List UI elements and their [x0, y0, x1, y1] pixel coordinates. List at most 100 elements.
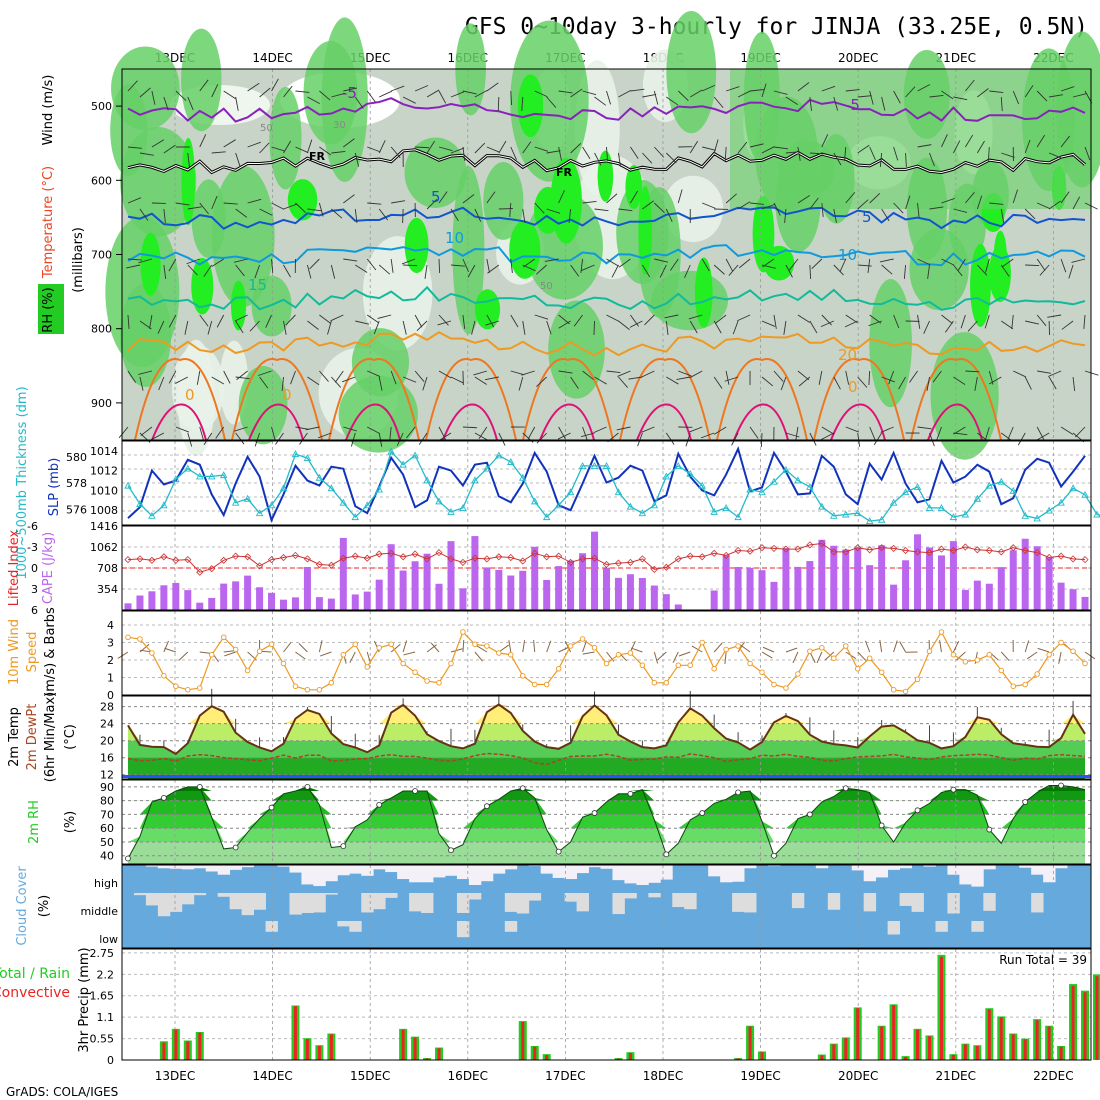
cloud-gap [133, 893, 147, 896]
precip-convective-bar [892, 1005, 896, 1060]
cape-bar [459, 588, 467, 610]
wind-speed-point [316, 687, 323, 693]
rh-point [519, 785, 526, 792]
wind-speed-point [400, 660, 406, 667]
cape-bar [291, 597, 299, 610]
wind-barb [893, 314, 900, 329]
wind-barb [657, 651, 667, 661]
wind-barb [797, 195, 810, 204]
wind-barb [175, 90, 187, 101]
wind-barb [689, 140, 699, 154]
wind-barb [606, 370, 621, 374]
wind-barb [867, 258, 871, 273]
cape-bar [423, 553, 431, 610]
cape-bar [961, 589, 969, 610]
wind-tick: 2 [107, 654, 114, 667]
cloud-gap [468, 893, 482, 900]
wind-barb [1024, 208, 1036, 220]
thickness-point [889, 498, 898, 506]
temp-axis-label-b: 2m DewPt [25, 704, 40, 771]
cloud-gap [325, 893, 338, 895]
wind-barb [118, 426, 129, 439]
wind-barb [702, 84, 716, 92]
cape-bar [519, 570, 527, 610]
isotherm-line [127, 97, 1086, 123]
cloud-gap [935, 921, 948, 932]
precip-convective-bar [844, 1038, 848, 1060]
thickness-point [985, 481, 994, 489]
cloud-gap [313, 865, 326, 887]
wind-barb [941, 258, 955, 266]
wind-barb [761, 376, 774, 387]
thickness-point [219, 471, 228, 479]
wind-barb [283, 642, 292, 653]
lifted-index-point [399, 553, 407, 561]
cape-bar [435, 583, 443, 610]
rh-point [1058, 782, 1064, 789]
lifted-index-point [220, 556, 228, 564]
wind-barb [207, 320, 213, 335]
wind-speed-point [304, 687, 311, 693]
precip-convective-bar [963, 1044, 967, 1060]
precip-convective-bar [198, 1032, 202, 1060]
wind-barb [1084, 651, 1096, 660]
cape-bar [782, 548, 790, 610]
thickness-point [375, 485, 383, 493]
rh-saturated [625, 165, 643, 209]
wind-barb [127, 80, 138, 92]
wind-barb [644, 314, 655, 326]
wind-barb [691, 645, 703, 653]
temp-tick: 24 [100, 718, 114, 731]
temp-tick: 28 [100, 701, 114, 714]
wind-barb [868, 320, 882, 327]
wind-barb [893, 202, 904, 214]
wind-barb [234, 314, 248, 322]
wind-barb [811, 258, 823, 270]
wind-barb [117, 651, 129, 659]
thickness-point [758, 488, 766, 496]
cape-bar [854, 547, 862, 610]
wind-barb [1075, 426, 1086, 438]
wind-speed-point [520, 673, 526, 679]
wind-barb [1049, 94, 1064, 98]
precip-convective-bar [1059, 1046, 1063, 1060]
wind-barb [932, 370, 942, 383]
cape-bar [770, 581, 778, 610]
wind-barb [235, 376, 250, 380]
wind-barb [318, 432, 332, 439]
wind-barb [809, 96, 812, 111]
wind-barb [247, 141, 261, 148]
isotherm-label: 15 [248, 276, 267, 294]
thickness-point [243, 494, 252, 502]
lifted-index-point [830, 548, 838, 556]
cape-bar [710, 590, 718, 610]
wind-barb [1036, 134, 1045, 148]
wind-barb [366, 258, 377, 271]
wind-barb [725, 86, 740, 92]
wind-barb [498, 140, 507, 154]
wind-barb [737, 641, 745, 653]
precip-convective-bar [951, 1054, 955, 1060]
wind-barb [785, 96, 798, 105]
wind-barb [869, 192, 881, 204]
cloud-gap [337, 865, 350, 876]
wind-barb [149, 314, 153, 329]
wind-barb [582, 146, 591, 160]
wind-speed-point [364, 664, 370, 670]
wind-barb [355, 264, 368, 273]
precip-convective-bar [736, 1058, 740, 1060]
cloud-gap [480, 865, 494, 882]
wind-barb [785, 647, 798, 653]
wind-barb [127, 258, 142, 261]
wind-barb [582, 651, 595, 655]
wind-barb [724, 146, 727, 162]
wind-barb [522, 320, 526, 335]
wind-barb [151, 432, 165, 440]
wind-barb [438, 370, 452, 379]
rh-saturated [474, 289, 501, 330]
lifted-index-point [172, 556, 180, 564]
cape-bar [662, 594, 670, 610]
thickness-point [614, 488, 623, 496]
wind-barb [426, 644, 437, 653]
wind-barb [175, 426, 190, 433]
